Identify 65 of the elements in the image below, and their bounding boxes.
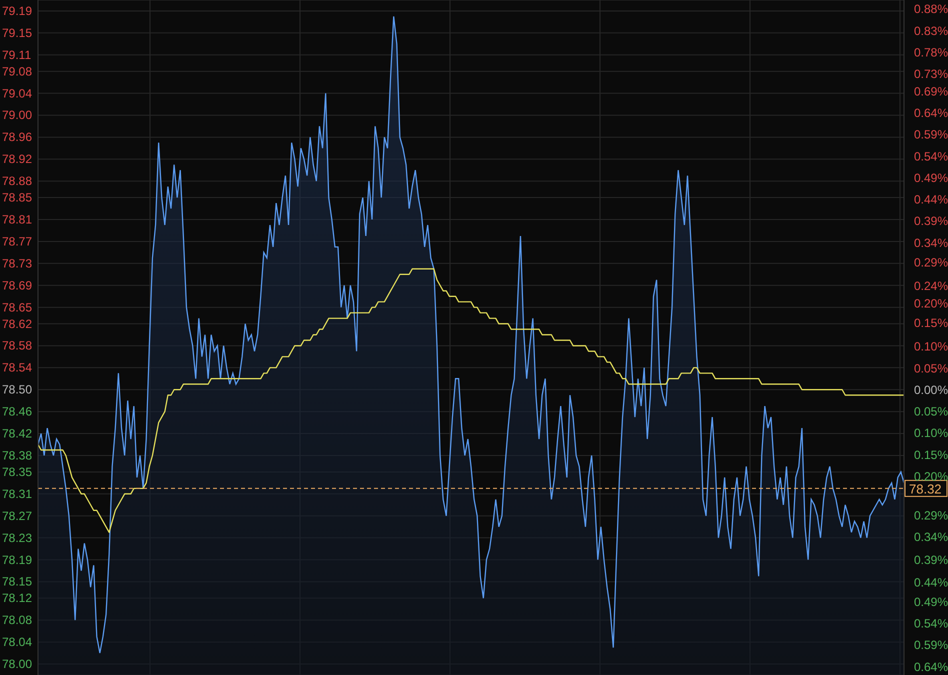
y2-tick-label: 0.24% [914,279,948,294]
y-tick-label: 79.11 [2,48,32,62]
line-series [37,268,905,533]
y-tick-label: 79.19 [2,4,32,18]
y2-tick-label: 0.15% [914,448,948,462]
y-tick-label: 78.81 [2,212,32,227]
y2-tick-label: 0.20% [914,296,948,310]
y-tick-label: 78.38 [2,448,32,462]
y2-tick-label: 0.34% [914,530,948,544]
y-tick-label: 78.65 [2,300,32,314]
y2-tick-label: 0.88% [914,2,948,16]
y2-tick-label: 0.10% [914,340,948,354]
y2-tick-label: 0.83% [914,24,948,38]
y2-tick-label: 0.39% [914,553,948,568]
y-tick-label: 79.00 [2,108,32,122]
y2-tick-label: 0.54% [914,149,948,164]
ref-line-label: 78.32 [909,481,942,496]
y2-tick-label: 0.00% [914,382,948,397]
y2-tick-label: 0.39% [914,214,948,228]
y-tick-label: 78.92 [2,152,32,166]
y2-tick-label: 0.64% [914,106,948,120]
y2-tick-label: 0.44% [914,192,948,207]
y2-tick-label: 0.69% [914,84,948,98]
y2-tick-label: 0.10% [914,426,948,440]
y2-tick-label: 0.73% [914,67,948,82]
y-tick-label: 78.50 [2,382,32,397]
y2-tick-label: 0.49% [914,170,948,185]
y-tick-label: 79.08 [2,64,32,78]
y-tick-label: 79.15 [2,26,32,40]
y2-tick-label: 0.78% [914,45,948,60]
y-tick-label: 78.69 [2,278,32,292]
y2-tick-label: 0.64% [914,660,948,674]
y-tick-label: 78.00 [2,657,32,672]
y-tick-label: 78.08 [2,613,32,628]
y-tick-label: 78.85 [2,190,32,205]
y-tick-label: 78.15 [2,574,32,589]
y2-tick-label: 0.44% [914,575,948,590]
y-tick-label: 79.04 [2,86,32,100]
y2-tick-label: 0.54% [914,616,948,631]
y2-tick-label: 0.15% [914,316,948,330]
y-tick-label: 78.35 [2,464,32,479]
y2-tick-label: 0.20% [914,469,948,484]
y-tick-label: 78.31 [2,486,32,501]
y-tick-label: 78.12 [2,591,32,606]
y2-tick-label: 0.05% [914,361,948,376]
y2-tick-label: 0.05% [914,404,948,419]
y-tick-label: 78.96 [2,130,32,144]
y2-tick-label: 0.29% [914,255,948,270]
y-tick-label: 78.42 [2,426,32,441]
y-tick-label: 78.88 [2,174,32,188]
y2-tick-label: 0.49% [914,594,948,609]
y2-tick-label: 0.34% [914,236,948,250]
y-tick-label: 78.54 [2,360,32,375]
y-tick-label: 78.58 [2,338,32,353]
y2-tick-label: 0.59% [914,638,948,652]
y-tick-label: 78.04 [2,635,32,650]
y-tick-label: 78.23 [2,530,32,545]
y2-tick-label: 0.59% [914,128,948,142]
y2-tick-label: 0.29% [914,508,948,522]
y-tick-label: 78.19 [2,552,32,567]
y-tick-label: 78.27 [2,508,32,523]
y-tick-label: 78.73 [2,256,32,270]
y-tick-label: 78.62 [2,316,32,331]
y-tick-label: 78.46 [2,404,32,419]
y-tick-label: 78.77 [2,234,32,248]
